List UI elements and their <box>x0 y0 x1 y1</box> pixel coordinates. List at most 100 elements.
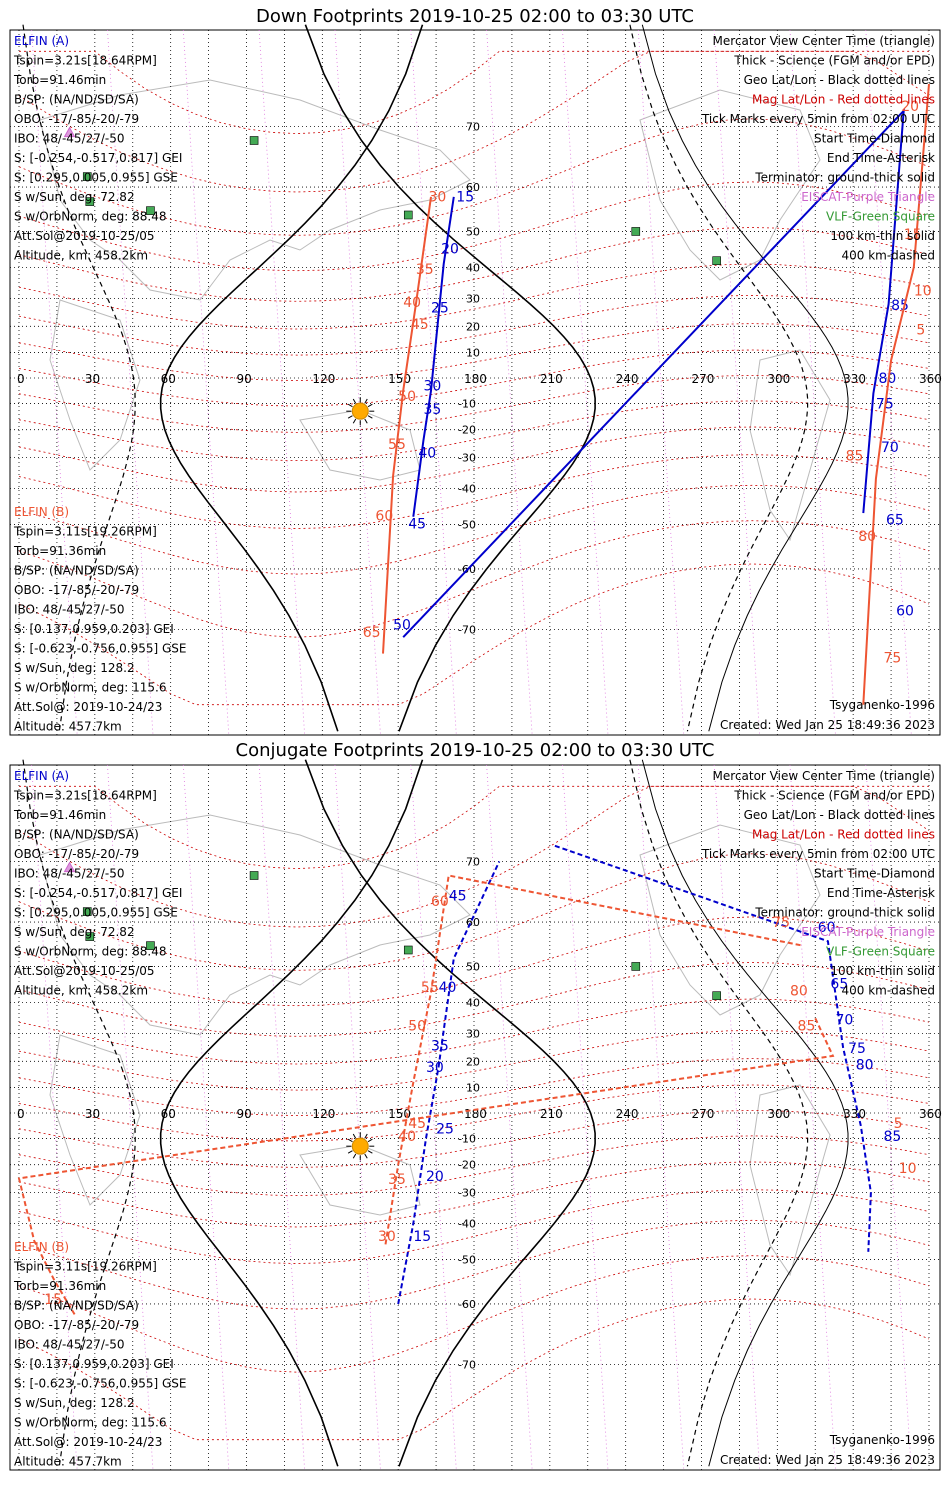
elfin-b-info-line: S w/OrbNorm, deg: 115.6 <box>14 1416 166 1430</box>
elfin-b-info-line: Att.Sol@: 2019-10-24/23 <box>14 1435 162 1449</box>
mag-lon-line <box>637 29 685 736</box>
mag-lon-line <box>486 29 533 736</box>
elfin-b-info-line: OBO: -17/-85/-20/-79 <box>14 583 139 597</box>
chart-title-down: Down Footprints 2019-10-25 02:00 to 03:3… <box>256 6 694 27</box>
x-tick-label: 30 <box>85 372 100 386</box>
sun-ray <box>367 403 373 408</box>
lat-tick-label: -50 <box>458 1254 476 1267</box>
track-tick-label: 60 <box>818 920 836 936</box>
terminator-100km-curve <box>641 759 849 1467</box>
sun-marker <box>351 402 369 420</box>
mag-lon-line <box>31 764 78 1471</box>
track-tick-label: 30 <box>426 1060 444 1076</box>
track-tick-label: 10 <box>899 1161 917 1177</box>
elfin-a-info-line: Att.Sol@2019-10-25/05 <box>14 964 155 978</box>
mag-lon-line <box>789 29 836 736</box>
mag-lat-line <box>18 1135 930 1197</box>
elfin-b-info-line: IBO: 48/-45/27/-50 <box>14 603 125 617</box>
lat-tick-label: 20 <box>466 1055 480 1068</box>
elfin-a-info-line: Torb=91.46min <box>13 73 106 87</box>
track-tick-label: 5 <box>894 1116 903 1132</box>
track-tick-label: 15 <box>44 1292 62 1308</box>
track-tick-label: 50 <box>393 618 411 634</box>
track-tick-label: 45 <box>449 888 467 904</box>
mag-lon-line <box>107 29 154 736</box>
elfin-b-info-line: S: [0.137,0.959,0.203] GEI <box>14 1357 174 1371</box>
lat-tick-label: -10 <box>458 397 476 410</box>
mag-lat-line <box>18 118 930 236</box>
lat-tick-label: 40 <box>466 261 480 274</box>
lat-tick-label: 70 <box>466 855 480 868</box>
x-tick-label: 60 <box>161 372 176 386</box>
lat-tick-label: -20 <box>458 1159 476 1172</box>
lat-tick-label: 50 <box>466 960 480 973</box>
lat-tick-label: -40 <box>458 1218 476 1231</box>
legend-entry: VLF-Green Square <box>826 945 935 959</box>
legend-entry: Start Time-Diamond <box>814 132 935 146</box>
lat-tick-label: -40 <box>458 483 476 496</box>
panel-down: Down Footprints 2019-10-25 02:00 to 03:3… <box>0 0 950 740</box>
legend-entry: 100 km-thin solid <box>830 229 935 243</box>
mag-lat-line <box>18 563 930 706</box>
sun-ray <box>352 1133 357 1139</box>
vlf-square-marker <box>249 136 259 145</box>
x-tick-label: 120 <box>312 1107 335 1121</box>
lat-tick-label: 10 <box>466 347 480 360</box>
mag-lat-line <box>19 785 929 870</box>
created-label: Created: Wed Jan 25 18:49:36 2023 <box>720 1453 935 1467</box>
track-tick-label: 30 <box>423 379 441 395</box>
continent-outline <box>39 79 471 301</box>
footprint-track <box>402 108 905 638</box>
vlf-square-marker <box>712 256 721 265</box>
lat-tick-label: -30 <box>458 452 476 465</box>
track-tick-label: 65 <box>363 625 381 641</box>
elfin-a-info-line: B/SP: (NA/ND/SD/SA) <box>14 828 139 842</box>
lat-tick-label: -60 <box>458 1298 476 1311</box>
legend-entry: VLF-Green Square <box>826 210 935 224</box>
track-tick-label: 60 <box>896 604 914 620</box>
mag-lat-line <box>18 1110 930 1168</box>
footprint-track <box>384 874 803 1245</box>
sun-ray <box>347 1150 353 1154</box>
elfin-b-info-line: ELFIN (B) <box>14 1240 69 1254</box>
vlf-square-marker <box>146 941 155 950</box>
elfin-a-info-line: S: [0.295,0.005,0.955] GSE <box>14 171 178 185</box>
legend-entry: 100 km-thin solid <box>830 964 935 978</box>
mag-lat-line <box>18 1298 930 1441</box>
vlf-square-marker <box>85 932 95 941</box>
track-tick-label: 70 <box>881 440 899 456</box>
plot-frame <box>9 29 941 736</box>
track-tick-label: 80 <box>856 1057 874 1073</box>
terminator-curve <box>304 759 596 1467</box>
elfin-a-info-line: Altitude, km: 458.2km <box>14 984 148 998</box>
terminator-400km-curve <box>22 24 136 732</box>
terminator-400km-curve <box>629 24 809 732</box>
x-tick-label: 270 <box>692 1107 715 1121</box>
terminator-curve <box>159 759 424 1467</box>
mag-lat-line <box>18 349 930 407</box>
vlf-square-marker <box>712 991 721 1000</box>
footprint-track <box>862 83 930 705</box>
model-label: Tsyganenko-1996 <box>829 698 935 712</box>
terminator-curve <box>304 24 596 732</box>
lat-tick-label: 40 <box>466 996 480 1009</box>
elfin-b-info-line: S w/Sun, deg: 128.2 <box>14 1396 135 1410</box>
mag-lon-line <box>334 764 381 1471</box>
vlf-square-marker <box>631 962 641 971</box>
created-label: Created: Wed Jan 25 18:49:36 2023 <box>720 718 935 732</box>
x-tick-label: 300 <box>767 372 790 386</box>
track-tick-label: 45 <box>408 1116 426 1132</box>
mag-lon-line <box>865 764 912 1471</box>
track-tick-label: 80 <box>858 529 876 545</box>
mag-lat-line <box>18 375 930 433</box>
legend-entry: Mercator View Center Time (triangle) <box>713 769 935 783</box>
mag-lon-line <box>789 764 836 1471</box>
lat-tick-label: 70 <box>466 120 480 133</box>
track-tick-label: 35 <box>431 1038 449 1054</box>
track-tick-label: 65 <box>830 977 848 993</box>
sun-ray <box>367 1150 373 1154</box>
track-tick-label: 55 <box>421 980 439 996</box>
elfin-a-info-line: Att.Sol@2019-10-25/05 <box>14 229 155 243</box>
continent-outline <box>39 814 471 1036</box>
mag-lat-line <box>18 1161 930 1228</box>
